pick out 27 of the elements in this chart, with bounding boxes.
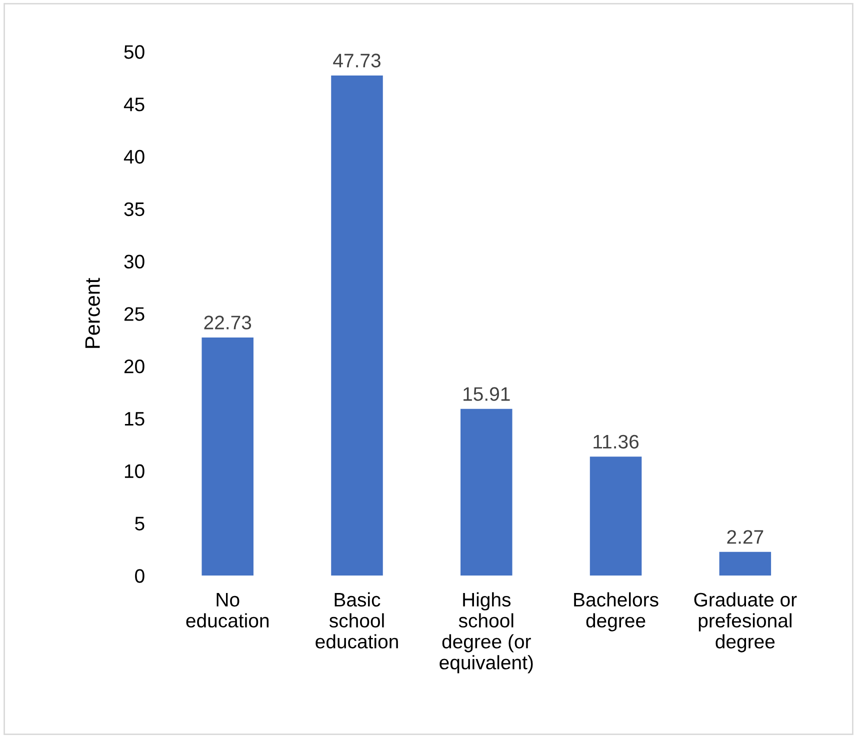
y-tick-label: 25	[124, 307, 144, 321]
x-tick-label: Graduate or prefesional degree	[694, 592, 797, 652]
bar	[202, 337, 254, 576]
data-label: 2.27	[727, 530, 764, 544]
y-tick-label: 0	[135, 569, 144, 583]
data-label: 47.73	[333, 54, 380, 68]
x-tick-label: Highs school degree (or equivalent)	[440, 592, 533, 674]
y-tick-label: 30	[124, 254, 144, 268]
y-tick-label: 40	[124, 150, 144, 164]
x-tick-label: Bachelors degree	[574, 592, 658, 632]
y-tick-label: 50	[124, 45, 144, 59]
x-tick-label: Basic school education	[316, 592, 398, 648]
y-tick-label: 35	[124, 202, 144, 216]
data-label: 22.73	[204, 316, 252, 330]
bar	[590, 456, 642, 576]
y-tick-label: 15	[124, 412, 144, 426]
bar	[331, 75, 383, 576]
y-tick-label: 5	[135, 516, 144, 530]
bar	[719, 552, 772, 576]
y-axis-title: Percent	[85, 278, 100, 348]
data-label: 11.36	[594, 434, 639, 449]
y-tick-label: 45	[124, 98, 144, 112]
x-tick-label: No education	[186, 593, 269, 628]
data-label: 15.91	[464, 387, 510, 401]
y-tick-label: 20	[124, 360, 144, 374]
bar	[460, 408, 512, 576]
y-tick-label: 10	[124, 464, 144, 478]
